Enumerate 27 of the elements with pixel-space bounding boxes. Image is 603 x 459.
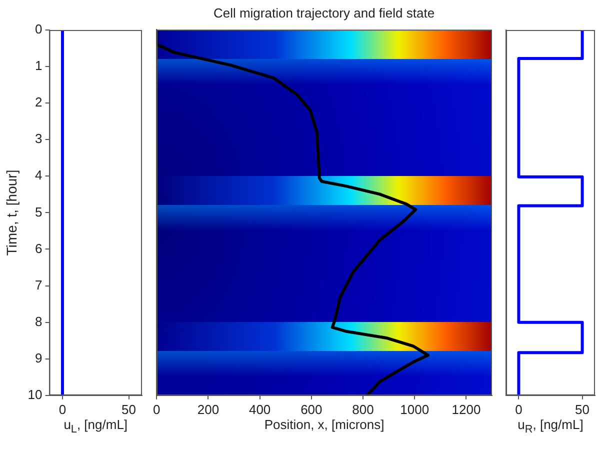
x-tick-label: 50 (122, 402, 136, 417)
y-axis-title: Time, t, [hour] (3, 170, 20, 256)
x-tick-label: 1000 (400, 402, 430, 417)
y-tick-label: 2 (35, 94, 42, 110)
x-tick-label: 600 (300, 402, 322, 417)
y-tick-label: 6 (35, 240, 42, 256)
y-tick-label: 0 (35, 22, 42, 37)
y-tick-label: 4 (35, 168, 42, 183)
x-tick-label: 0 (153, 402, 160, 417)
x-tick-label: 0 (58, 402, 66, 417)
x-tick-label: 0 (515, 402, 522, 417)
chart-title: Cell migration trajectory and field state (213, 5, 435, 20)
y-tick-label: 8 (35, 314, 42, 329)
x-tick-label: 400 (248, 402, 271, 417)
x-tick-label: 50 (575, 402, 590, 417)
x-tick-label: 800 (352, 402, 374, 417)
y-tick-label: 3 (35, 131, 42, 146)
x-tick-label: 200 (197, 402, 220, 417)
y-tick-label: 10 (28, 386, 42, 402)
x-axis-title: u$_{L}$, [ng/mL] (62, 417, 129, 436)
y-tick-label: 1 (35, 58, 42, 74)
x-tick-label: 1200 (452, 402, 481, 417)
y-tick-label: 5 (35, 204, 42, 220)
x-axis-title: u$_{R}$, [ng/mL] (516, 417, 584, 436)
x-axis-title: Position, x, [microns] (263, 417, 386, 432)
y-tick-label: 9 (35, 350, 42, 366)
y-tick-label: 7 (35, 277, 42, 292)
